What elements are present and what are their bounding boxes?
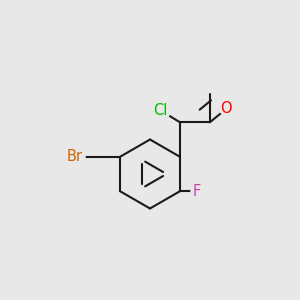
Text: Br: Br — [67, 149, 83, 164]
Text: O: O — [220, 101, 232, 116]
Circle shape — [65, 147, 85, 167]
Circle shape — [151, 100, 170, 120]
Circle shape — [191, 186, 202, 197]
Text: F: F — [192, 184, 200, 199]
Circle shape — [220, 102, 233, 115]
Text: Cl: Cl — [153, 103, 168, 118]
